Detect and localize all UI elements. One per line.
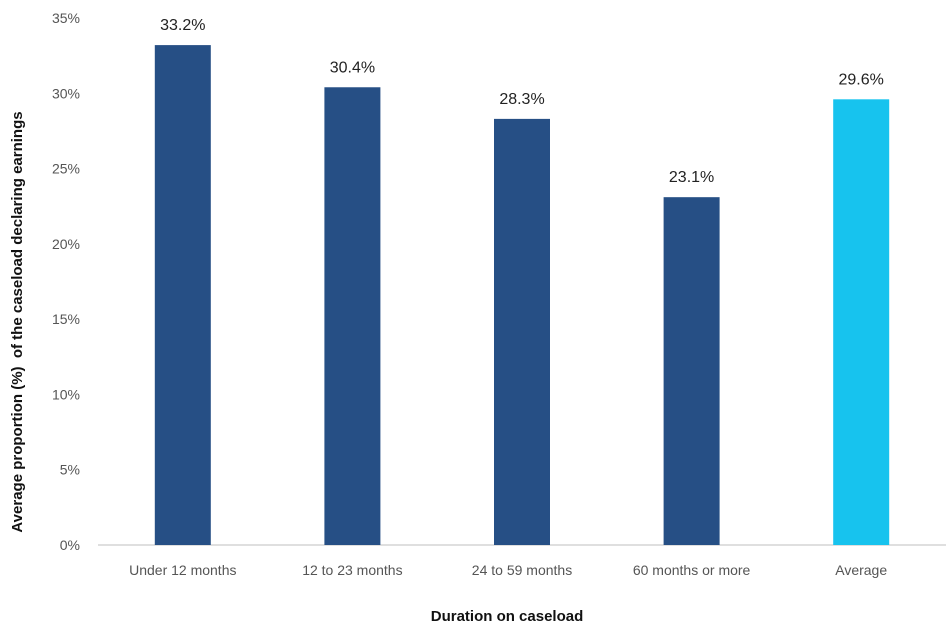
bar [494, 118, 550, 545]
x-tick-label: 60 months or more [633, 562, 751, 578]
x-tick-labels: Under 12 months 12 to 23 months 24 to 59 m… [129, 562, 887, 578]
y-tick-label: 5% [60, 462, 80, 478]
data-label: 30.4% [330, 59, 375, 76]
bar [833, 99, 890, 546]
y-tick-label: 35% [52, 10, 80, 26]
y-tick-label: 30% [52, 85, 80, 101]
data-label: 33.2% [160, 17, 205, 34]
y-tick-label: 20% [52, 236, 80, 252]
data-label: 29.6% [839, 71, 884, 88]
bar [154, 45, 211, 546]
data-label: 23.1% [669, 169, 714, 186]
x-tick-label: Under 12 months [129, 562, 236, 578]
x-tick-label: Average [835, 562, 887, 578]
y-tick-label: 10% [52, 386, 80, 402]
x-tick-label: 12 to 23 months [302, 562, 402, 578]
y-tick-label: 0% [60, 537, 80, 553]
y-axis-title: Average proportion (%) of the caseload d… [9, 111, 26, 532]
y-tick-labels: 0% 5% 10% 15% 20% 25% 30% 35% [52, 10, 80, 553]
bar [324, 87, 381, 546]
y-tick-label: 15% [52, 311, 80, 327]
data-label: 28.3% [499, 91, 544, 108]
bar [663, 197, 720, 545]
bars [154, 45, 890, 546]
y-tick-label: 25% [52, 161, 80, 177]
x-axis-title: Duration on caseload [431, 608, 584, 625]
x-tick-label: 24 to 59 months [472, 562, 572, 578]
data-labels: 33.2% 30.4% 28.3% 23.1% 29.6% [160, 17, 884, 186]
